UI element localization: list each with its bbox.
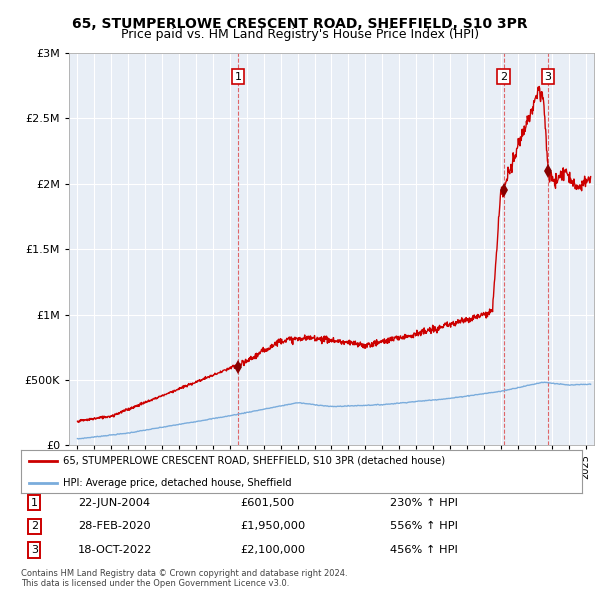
Text: 2: 2: [31, 522, 38, 531]
Text: 1: 1: [235, 71, 241, 81]
Text: £1,950,000: £1,950,000: [240, 522, 305, 531]
Text: 28-FEB-2020: 28-FEB-2020: [78, 522, 151, 531]
Text: 230% ↑ HPI: 230% ↑ HPI: [390, 498, 458, 507]
Text: £2,100,000: £2,100,000: [240, 545, 305, 555]
Text: 65, STUMPERLOWE CRESCENT ROAD, SHEFFIELD, S10 3PR (detached house): 65, STUMPERLOWE CRESCENT ROAD, SHEFFIELD…: [63, 456, 445, 466]
Text: HPI: Average price, detached house, Sheffield: HPI: Average price, detached house, Shef…: [63, 478, 292, 489]
Text: 65, STUMPERLOWE CRESCENT ROAD, SHEFFIELD, S10 3PR: 65, STUMPERLOWE CRESCENT ROAD, SHEFFIELD…: [72, 17, 528, 31]
Text: 18-OCT-2022: 18-OCT-2022: [78, 545, 152, 555]
Text: Price paid vs. HM Land Registry's House Price Index (HPI): Price paid vs. HM Land Registry's House …: [121, 28, 479, 41]
Text: 2: 2: [500, 71, 507, 81]
Text: £601,500: £601,500: [240, 498, 294, 507]
Text: 22-JUN-2004: 22-JUN-2004: [78, 498, 150, 507]
Text: 3: 3: [545, 71, 551, 81]
Text: 556% ↑ HPI: 556% ↑ HPI: [390, 522, 458, 531]
Text: 3: 3: [31, 545, 38, 555]
Text: 456% ↑ HPI: 456% ↑ HPI: [390, 545, 458, 555]
Text: 1: 1: [31, 498, 38, 507]
Text: Contains HM Land Registry data © Crown copyright and database right 2024.
This d: Contains HM Land Registry data © Crown c…: [21, 569, 347, 588]
